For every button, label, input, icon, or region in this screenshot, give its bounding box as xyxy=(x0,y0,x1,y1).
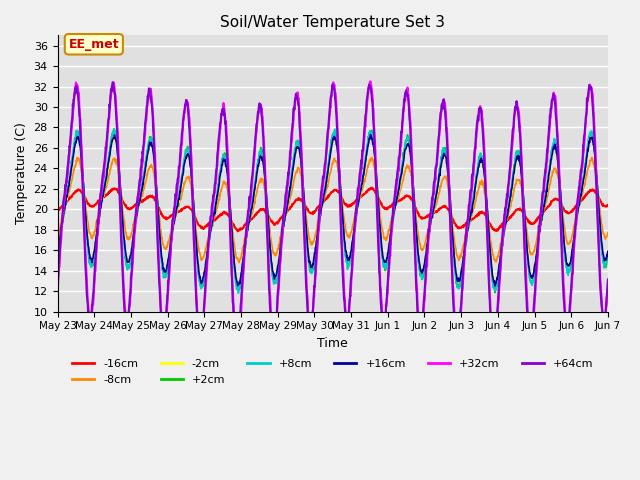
+32cm xyxy=(54,286,61,292)
-16cm xyxy=(54,208,61,214)
-8cm xyxy=(540,210,547,216)
-2cm xyxy=(419,270,426,276)
+8cm xyxy=(540,207,547,213)
Y-axis label: Temperature (C): Temperature (C) xyxy=(15,122,28,225)
+8cm xyxy=(604,254,612,260)
+16cm xyxy=(604,248,612,254)
-16cm xyxy=(419,215,427,221)
Line: +8cm: +8cm xyxy=(58,128,608,293)
+2cm xyxy=(177,185,184,191)
Line: -16cm: -16cm xyxy=(58,188,608,231)
+2cm xyxy=(490,284,498,290)
+16cm xyxy=(490,278,498,284)
+2cm xyxy=(604,251,612,257)
+2cm xyxy=(419,275,426,280)
Line: +2cm: +2cm xyxy=(58,130,608,293)
+64cm xyxy=(109,79,116,85)
+32cm xyxy=(491,338,499,344)
Line: -8cm: -8cm xyxy=(58,157,608,263)
-8cm xyxy=(238,251,246,257)
+8cm xyxy=(239,264,246,270)
Text: EE_met: EE_met xyxy=(68,38,119,51)
+16cm xyxy=(176,189,184,194)
-16cm xyxy=(604,202,612,208)
+8cm xyxy=(235,290,243,296)
+16cm xyxy=(492,283,499,289)
+2cm xyxy=(163,270,171,276)
+64cm xyxy=(540,189,547,195)
Line: +16cm: +16cm xyxy=(58,134,608,286)
+16cm xyxy=(540,206,547,212)
+64cm xyxy=(177,151,184,156)
Line: +64cm: +64cm xyxy=(58,82,608,346)
-8cm xyxy=(368,155,376,160)
+2cm xyxy=(540,207,547,213)
-8cm xyxy=(163,244,170,250)
+32cm xyxy=(490,342,498,348)
-8cm xyxy=(54,235,61,241)
-16cm xyxy=(234,228,241,234)
+64cm xyxy=(54,278,61,284)
X-axis label: Time: Time xyxy=(317,337,348,350)
+64cm xyxy=(490,343,497,349)
-8cm xyxy=(235,260,243,265)
-16cm xyxy=(540,208,547,214)
-2cm xyxy=(237,272,245,277)
+64cm xyxy=(604,276,612,282)
-2cm xyxy=(490,283,498,288)
+32cm xyxy=(540,192,547,198)
Legend: -16cm, -8cm, -2cm, +2cm, +8cm, +16cm, +32cm, +64cm: -16cm, -8cm, -2cm, +2cm, +8cm, +16cm, +3… xyxy=(68,355,598,389)
+16cm xyxy=(54,254,61,260)
-16cm xyxy=(176,208,184,214)
Line: -2cm: -2cm xyxy=(58,134,608,286)
+8cm xyxy=(163,268,171,274)
+32cm xyxy=(176,160,184,166)
+32cm xyxy=(163,309,170,314)
-2cm xyxy=(604,249,612,254)
-16cm xyxy=(163,216,170,222)
-16cm xyxy=(491,227,499,233)
+8cm xyxy=(419,272,427,277)
-8cm xyxy=(176,197,184,203)
+64cm xyxy=(163,301,171,307)
-2cm xyxy=(540,207,547,213)
-8cm xyxy=(491,256,499,262)
+2cm xyxy=(492,290,499,296)
-2cm xyxy=(54,258,61,264)
Line: +32cm: +32cm xyxy=(58,81,608,345)
+8cm xyxy=(110,125,118,131)
-16cm xyxy=(368,185,376,191)
+32cm xyxy=(367,78,374,84)
+2cm xyxy=(54,259,61,264)
-2cm xyxy=(368,132,376,137)
-2cm xyxy=(163,269,170,275)
+64cm xyxy=(491,341,499,347)
+8cm xyxy=(491,288,499,293)
+64cm xyxy=(419,318,426,324)
-2cm xyxy=(176,190,184,196)
+64cm xyxy=(238,286,246,291)
-8cm xyxy=(419,247,427,253)
+16cm xyxy=(419,267,426,273)
-8cm xyxy=(604,229,612,235)
+32cm xyxy=(419,320,426,325)
+32cm xyxy=(604,285,612,291)
+2cm xyxy=(109,127,117,133)
Title: Soil/Water Temperature Set 3: Soil/Water Temperature Set 3 xyxy=(220,15,445,30)
+16cm xyxy=(163,266,170,272)
-2cm xyxy=(491,279,499,285)
+8cm xyxy=(54,258,61,264)
+16cm xyxy=(237,269,245,275)
+32cm xyxy=(237,302,245,308)
+8cm xyxy=(177,183,184,189)
-16cm xyxy=(238,227,246,232)
+16cm xyxy=(367,132,374,137)
+2cm xyxy=(238,272,246,278)
